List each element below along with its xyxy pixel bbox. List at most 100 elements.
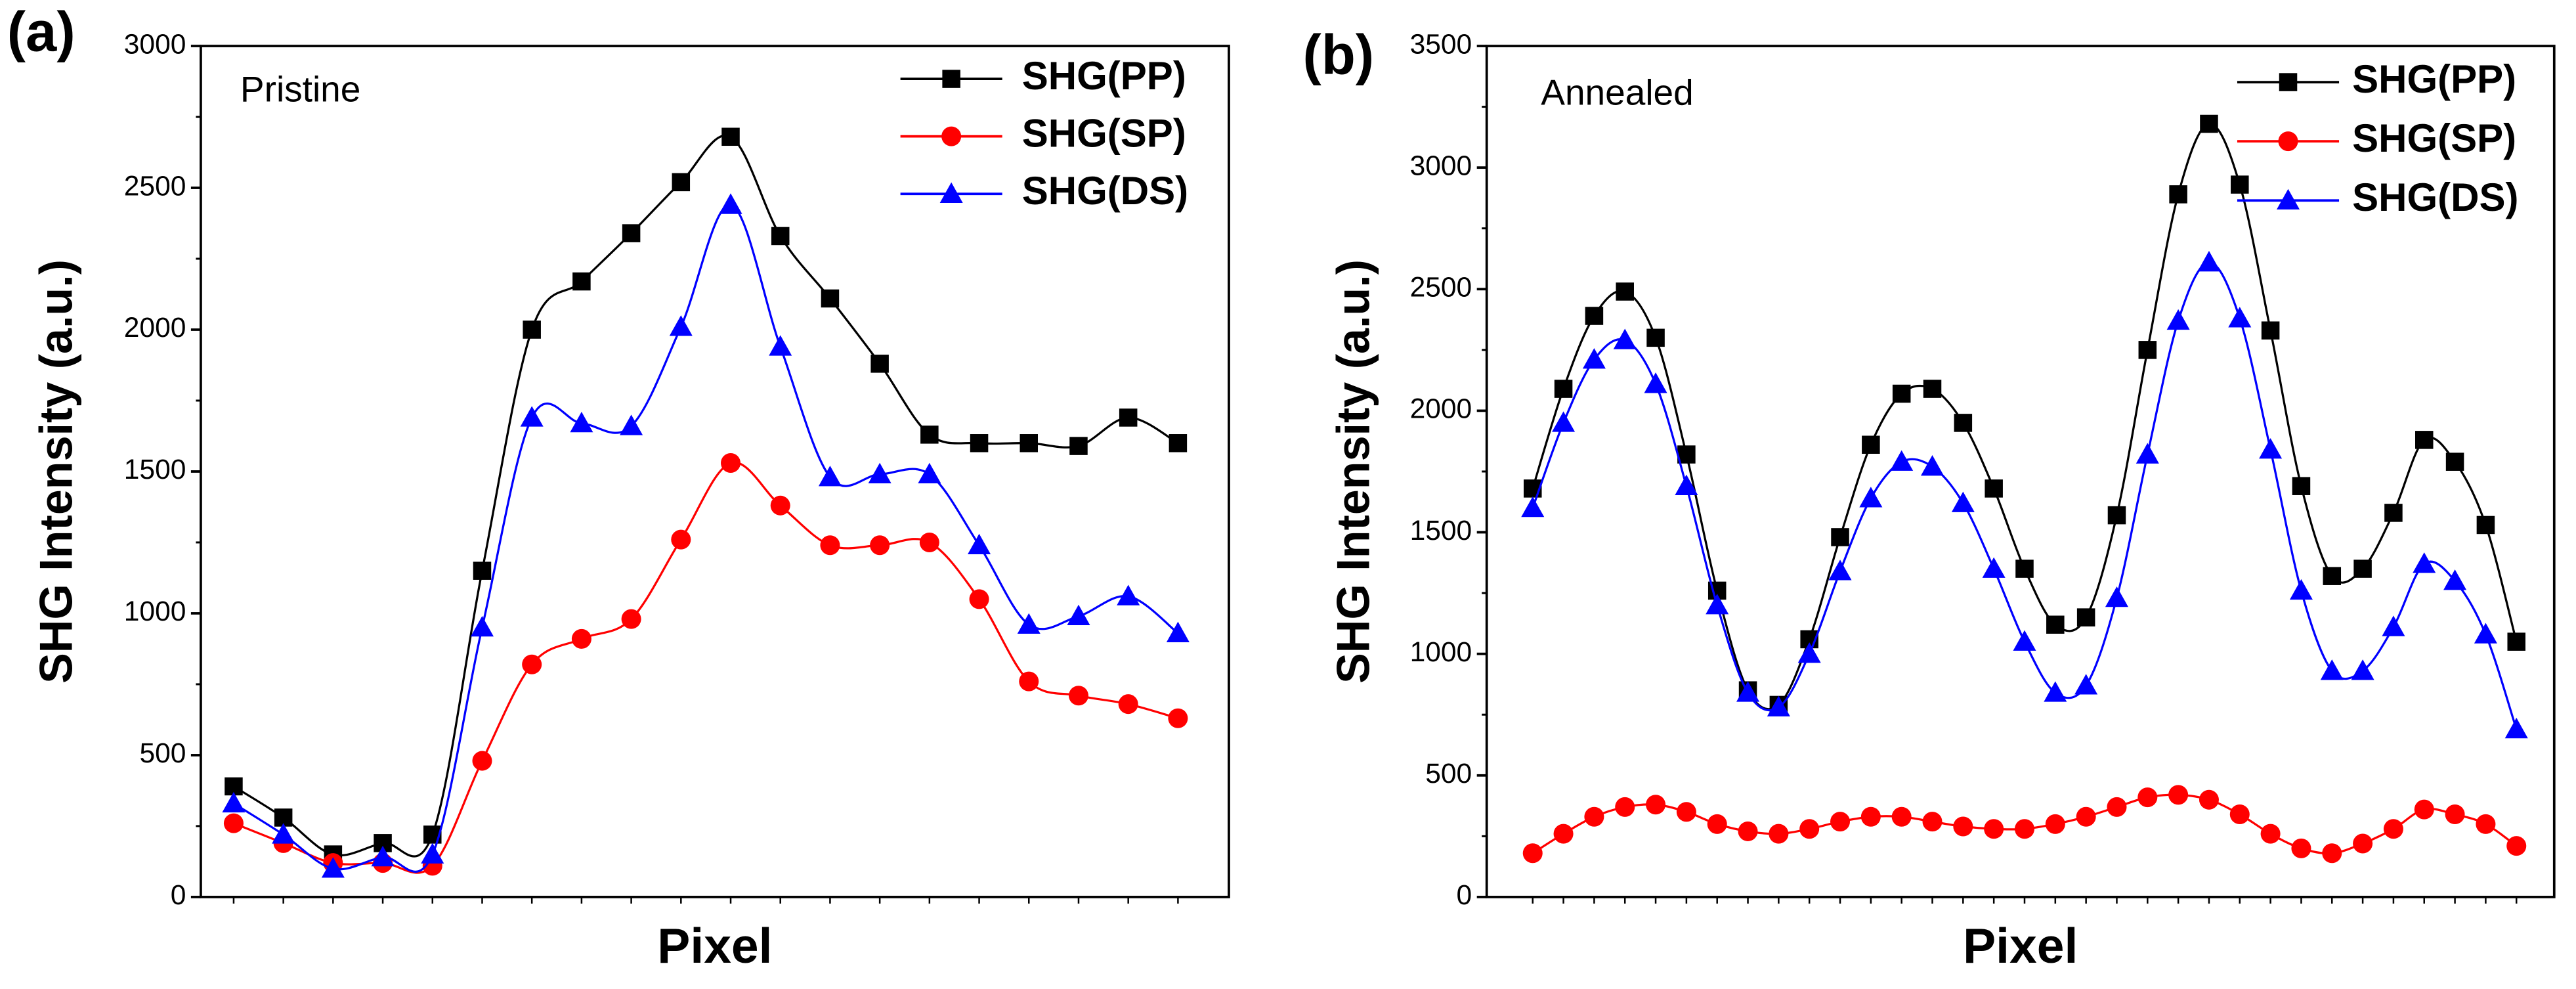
data-point (2260, 824, 2281, 844)
data-point (1862, 435, 1880, 454)
legend-label: SHG(PP) (1022, 54, 1186, 98)
data-point (1646, 795, 1666, 815)
data-point (1954, 414, 1973, 432)
data-point (1118, 694, 1138, 714)
data-point (520, 406, 544, 427)
data-point (473, 561, 492, 580)
y-tick-label: 3000 (124, 29, 186, 60)
data-point (2259, 438, 2283, 459)
data-point (1554, 380, 1573, 398)
y-tick-label: 1000 (1410, 637, 1472, 668)
y-axis-label: SHG Intensity (a.u.) (30, 259, 81, 684)
y-tick-label: 1500 (1410, 516, 1472, 546)
data-point (2138, 341, 2157, 359)
data-point (2476, 516, 2495, 535)
data-point (919, 532, 939, 552)
data-point (2289, 579, 2313, 600)
data-point (2384, 504, 2403, 522)
data-point (2353, 560, 2372, 578)
data-point (2137, 787, 2158, 808)
data-point (2015, 560, 2034, 578)
data-point (2383, 819, 2403, 839)
data-point (572, 272, 591, 291)
data-point (1553, 824, 1574, 844)
data-point (2292, 477, 2311, 495)
data-point (1982, 557, 2006, 578)
data-point (918, 462, 941, 484)
data-point (721, 453, 741, 473)
data-point (620, 414, 643, 435)
data-point (2291, 838, 2311, 858)
data-point (2076, 806, 2096, 827)
data-point (1860, 806, 1881, 827)
y-tick-label: 500 (139, 738, 186, 769)
data-point (1117, 584, 1140, 605)
data-point (2507, 632, 2526, 651)
data-point (2320, 659, 2344, 680)
data-point (222, 791, 246, 813)
data-point (770, 495, 790, 516)
data-point (2231, 175, 2249, 194)
data-point (2045, 814, 2065, 834)
data-point (2476, 814, 2496, 834)
data-point (2228, 307, 2252, 328)
data-point (2229, 804, 2250, 825)
data-point (920, 426, 939, 444)
data-point (1797, 642, 1821, 663)
data-point (421, 843, 444, 864)
legend-marker (942, 70, 960, 88)
x-axis-label: Pixel (1963, 918, 2078, 973)
data-point (570, 412, 593, 433)
data-point (272, 823, 295, 844)
data-point (1828, 560, 1852, 581)
y-tick-label: 0 (1457, 880, 1472, 911)
data-point (870, 535, 890, 556)
data-point (771, 227, 790, 246)
data-point (621, 609, 641, 629)
data-point (2323, 567, 2342, 585)
legend-label: SHG(DS) (1022, 169, 1188, 213)
data-point (622, 224, 641, 242)
data-point (1830, 812, 1851, 832)
data-point (1522, 843, 1543, 864)
data-point (1613, 328, 1637, 349)
y-tick-label: 2000 (124, 313, 186, 343)
data-point (1890, 450, 1914, 471)
data-point (1985, 479, 2003, 498)
data-point (1892, 384, 1911, 403)
data-point (2046, 615, 2065, 634)
y-tick-label: 500 (1425, 758, 1472, 789)
data-point (1068, 686, 1088, 706)
data-point (1166, 621, 1190, 642)
data-point (1069, 437, 1088, 455)
data-point (1706, 594, 1729, 615)
data-point (1799, 819, 1820, 839)
data-point (1646, 328, 1665, 347)
data-point (2107, 506, 2126, 525)
legend-label: SHG(SP) (2352, 116, 2516, 160)
data-point (223, 813, 244, 833)
data-point (1767, 695, 1790, 716)
data-point (2076, 608, 2095, 626)
data-point (2013, 630, 2036, 651)
plot-frame (1485, 45, 2556, 898)
data-point (2168, 785, 2189, 805)
data-point (2443, 569, 2467, 590)
y-tick-label: 2500 (1410, 273, 1472, 303)
data-point (821, 289, 840, 308)
data-point (969, 589, 989, 609)
data-point (2353, 833, 2373, 854)
data-point (818, 466, 842, 487)
data-point (671, 529, 691, 550)
data-point (2200, 114, 2218, 133)
y-tick-label: 1500 (124, 454, 186, 485)
data-point (2169, 185, 2187, 204)
data-point (1582, 348, 1606, 369)
data-point (1585, 307, 1604, 325)
legend-label: SHG(DS) (2352, 175, 2518, 219)
data-point (2474, 623, 2497, 644)
series-line (1532, 261, 2518, 730)
data-point (968, 533, 991, 555)
data-point (719, 193, 742, 214)
